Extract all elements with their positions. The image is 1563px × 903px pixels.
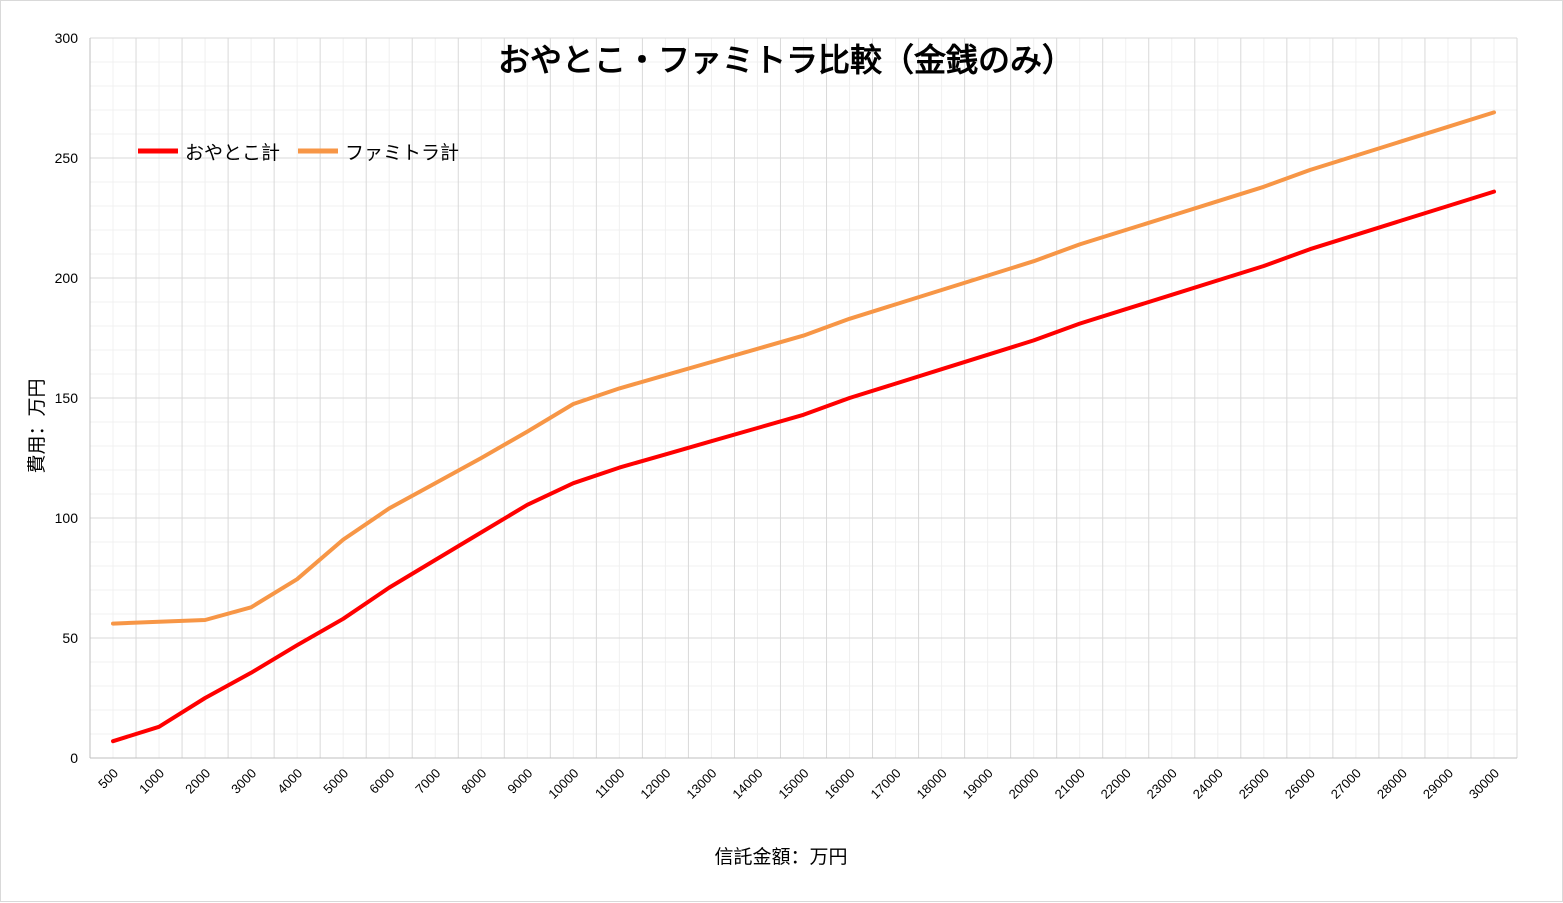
x-tick-label: 12000 (637, 766, 673, 802)
x-tick-label: 27000 (1328, 766, 1364, 802)
y-tick-label: 50 (62, 630, 78, 646)
x-tick-label: 8000 (458, 766, 489, 797)
x-tick-label: 2000 (182, 766, 213, 797)
y-tick-label: 200 (55, 270, 79, 286)
y-axis-label: 費用：万円 (26, 378, 48, 473)
x-tick-label: 18000 (914, 766, 950, 802)
x-tick-label: 26000 (1282, 766, 1318, 802)
axes (89, 38, 1517, 759)
x-tick-label: 14000 (729, 766, 765, 802)
x-tick-label: 24000 (1190, 766, 1226, 802)
x-tick-label: 15000 (775, 766, 811, 802)
series-line-oyatoko (111, 189, 1496, 744)
y-tick-label: 300 (55, 30, 79, 46)
y-axis-ticks: 0 50 100 150 200 250 300 (55, 30, 79, 766)
x-tick-label: 6000 (366, 766, 397, 797)
chart-title: おやとこ・ファミトラ比較（金銭のみ） (498, 41, 1074, 79)
x-tick-label: 10000 (545, 766, 581, 802)
y-tick-label: 250 (55, 150, 79, 166)
x-tick-label: 25000 (1236, 766, 1272, 802)
x-tick-label: 23000 (1144, 766, 1180, 802)
x-tick-label: 19000 (960, 766, 996, 802)
y-tick-label: 0 (70, 750, 78, 766)
x-axis-label: 信託金額：万円 (714, 846, 847, 868)
x-tick-label: 20000 (1006, 766, 1042, 802)
x-tick-label: 5000 (320, 766, 351, 797)
x-tick-label: 16000 (821, 766, 857, 802)
x-tick-label: 17000 (868, 766, 904, 802)
series-line-famitora (111, 110, 1496, 626)
x-tick-label: 29000 (1420, 766, 1456, 802)
legend: おやとこ計 ファミトラ計 (138, 142, 459, 164)
legend-label-oyatoko: おやとこ計 (185, 142, 280, 164)
series-lines (111, 110, 1496, 744)
x-tick-label: 22000 (1098, 766, 1134, 802)
legend-label-famitora: ファミトラ計 (345, 142, 459, 164)
x-axis-ticks: 500 1000 2000 3000 4000 5000 6000 7000 8000 9000 1… (95, 766, 1502, 802)
y-tick-label: 150 (55, 390, 79, 406)
x-tick-label: 28000 (1374, 766, 1410, 802)
gridlines (89, 37, 1518, 759)
x-tick-label: 13000 (683, 766, 719, 802)
x-tick-label: 9000 (504, 766, 535, 797)
legend-item-famitora: ファミトラ計 (298, 142, 459, 164)
y-tick-label: 100 (55, 510, 79, 526)
x-tick-label: 3000 (228, 766, 259, 797)
x-tick-label: 4000 (274, 766, 305, 797)
x-tick-label: 500 (95, 766, 121, 792)
legend-item-oyatoko: おやとこ計 (138, 142, 280, 164)
x-tick-label: 11000 (592, 766, 627, 801)
x-tick-label: 7000 (412, 766, 443, 797)
x-tick-label: 1000 (136, 766, 167, 797)
x-tick-label: 30000 (1466, 766, 1502, 802)
x-tick-label: 21000 (1052, 766, 1088, 802)
